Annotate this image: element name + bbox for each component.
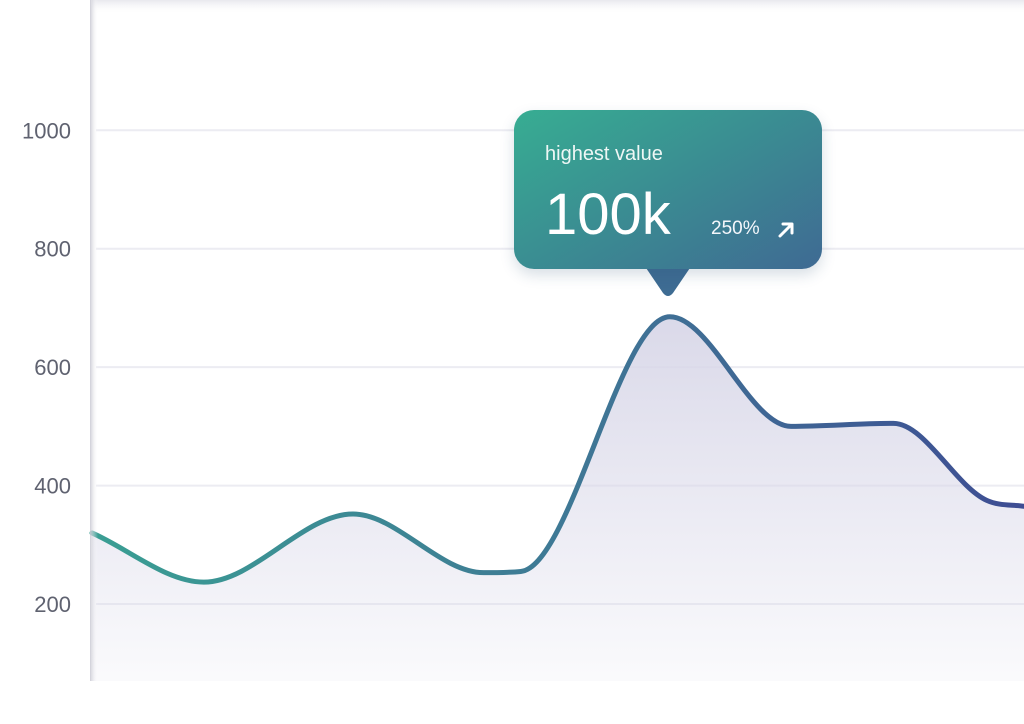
y-tick-label-200: 200 [34,592,71,617]
data-point-5 [667,314,673,320]
tooltip-label: highest value [545,143,663,165]
plot-top-shadow [92,0,1024,14]
tooltip-pointer [642,262,694,296]
data-point-6 [788,423,794,429]
data-point-2 [350,511,356,517]
y-tick-label-600: 600 [34,355,71,380]
data-point-0 [89,530,95,536]
arrow-up-right-icon [778,222,794,238]
data-point-8 [984,497,990,503]
data-point-3 [480,570,486,576]
data-point-4 [518,568,524,574]
y-tick-label-800: 800 [34,237,71,262]
y-tick-label-1000: 1000 [22,118,71,143]
series-area [92,316,1024,681]
data-point-7 [891,420,897,426]
data-point-1 [201,579,207,585]
y-tick-label-400: 400 [34,474,71,499]
tooltip-value: 100k [545,182,671,247]
y-axis-ticks: 200 400 600 800 1000 [22,118,71,617]
tooltip-change: 250% [711,218,760,239]
y-axis-shadow [90,0,98,681]
series-line [89,314,1024,585]
highest-value-tooltip: highest value 100k 250% [514,110,822,269]
